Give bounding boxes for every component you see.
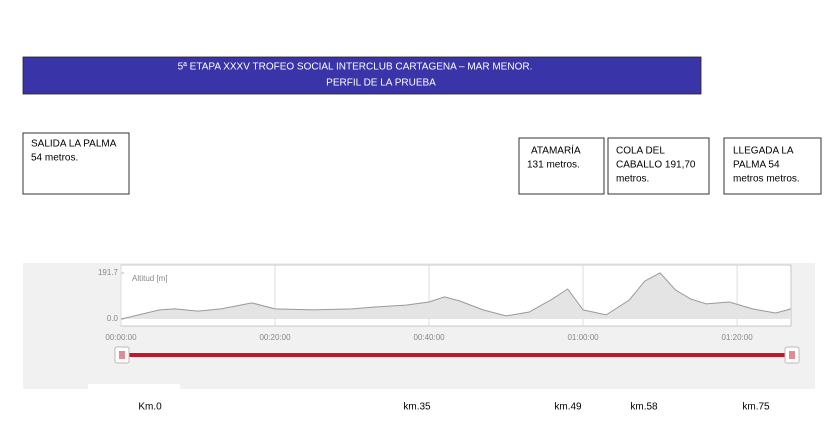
y-tick-label: 0.0 bbox=[107, 314, 119, 323]
box-text: metros metros. bbox=[733, 174, 800, 185]
info-box bbox=[518, 137, 605, 195]
x-tick-label: 00:40:00 bbox=[413, 333, 445, 342]
elevation-line bbox=[120, 272, 792, 320]
panel-notch bbox=[88, 384, 180, 390]
box-text: CABALLO 191,70 bbox=[616, 160, 696, 171]
info-box bbox=[607, 137, 710, 195]
info-box bbox=[723, 137, 822, 195]
km-label: Km.0 bbox=[138, 402, 162, 413]
x-tick-label: 01:20:00 bbox=[722, 333, 754, 342]
header-line: 5ª ETAPA XXXV TROFEO SOCIAL INTERCLUB CA… bbox=[178, 62, 533, 73]
box-text: SALIDA LA PALMA bbox=[31, 139, 117, 150]
km-label: km.35 bbox=[403, 402, 431, 413]
y-axis-label: Altitud [m] bbox=[132, 274, 168, 283]
elevation-area bbox=[121, 272, 791, 319]
y-tick-label: 191.7 bbox=[98, 268, 119, 277]
header-bar bbox=[22, 56, 702, 95]
header-line: PERFIL DE LA PRUEBA bbox=[326, 78, 436, 89]
info-box bbox=[22, 132, 130, 195]
box-text: 54 metros. bbox=[31, 153, 78, 164]
box-text: LLEGADA LA bbox=[733, 146, 794, 157]
km-label: km.49 bbox=[554, 402, 582, 413]
km-label: km.58 bbox=[630, 402, 658, 413]
box-text: COLA DEL bbox=[616, 146, 665, 157]
box-text: 131 metros. bbox=[527, 160, 580, 171]
x-tick-label: 00:00:00 bbox=[105, 333, 137, 342]
box-text: ATAMARÍA bbox=[531, 144, 581, 157]
x-tick-label: 00:20:00 bbox=[259, 333, 291, 342]
box-text: metros. bbox=[616, 174, 649, 185]
km-label: km.75 bbox=[742, 402, 770, 413]
plot: 0.0 191.7 00:00:00 00:20:00 00:40:00 01:00:00… bbox=[98, 265, 792, 342]
x-tick-label: 01:00:00 bbox=[567, 333, 599, 342]
box-text: PALMA 54 bbox=[733, 160, 780, 171]
